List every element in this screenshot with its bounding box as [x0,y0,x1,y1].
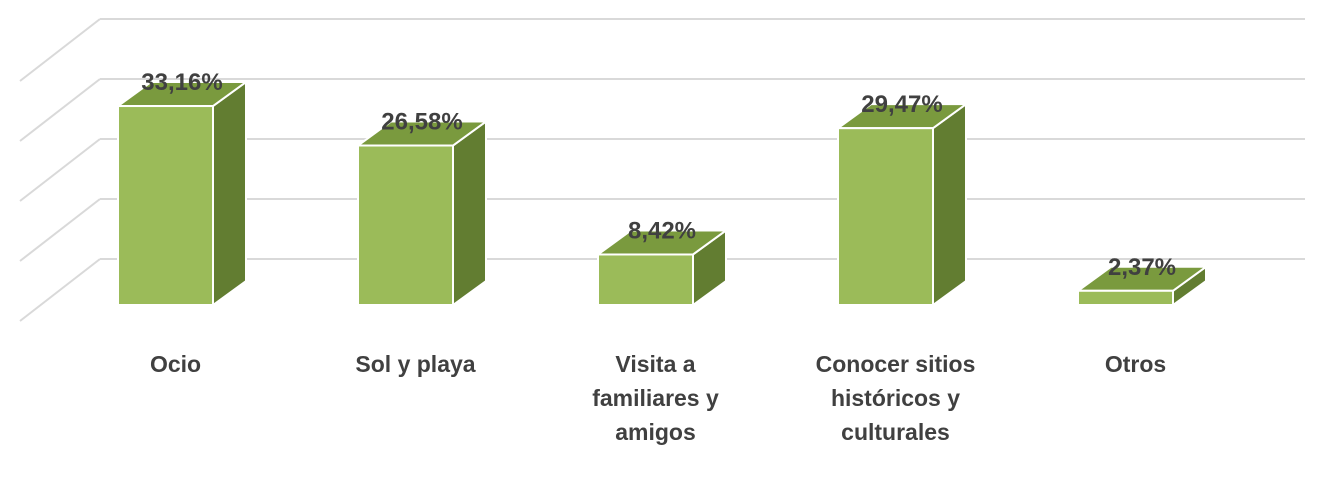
value-label: 26,58% [381,109,462,136]
bar [114,80,250,307]
bars [114,80,1210,307]
bar-front-face [597,253,694,306]
category-label-line: Visita a [615,351,695,377]
bar-front-face [1077,289,1174,306]
category-label-line: Sol y playa [355,351,475,377]
bar [594,228,730,307]
bar [354,119,490,307]
category-label-line: amigos [615,419,696,445]
bar-side-face [452,119,487,307]
category-label-line: familiares y [592,385,719,411]
category-label: Visita a familiares y amigos [592,351,719,445]
category-label-line: Otros [1105,351,1166,377]
bar-front-face [357,144,454,306]
category-label-line: históricos y [831,385,960,411]
gridline-diagonal [19,18,101,82]
bar [834,102,970,307]
category-labels: Ocio Sol y playa Visita a familiares y amigo… [150,351,1166,445]
bar-side-face [932,102,967,307]
bar-front-face [117,105,214,307]
category-label: Otros [1105,351,1166,377]
category-label: Conocer sitios históricos y culturales [816,351,976,445]
value-label: 8,42% [628,217,696,244]
gridline-diagonal [19,138,101,202]
gridline-diagonal [19,198,101,262]
gridline-diagonal [19,78,101,142]
bar-front-face [837,127,934,306]
category-label: Sol y playa [355,351,475,377]
category-label-line: culturales [841,419,950,445]
value-label: 2,37% [1108,254,1176,281]
value-labels: 33,16% 26,58% 8,42% 29,47% 2,37% [141,69,1176,281]
gridline-diagonal [19,258,101,322]
category-label-line: Conocer sitios [816,351,976,377]
value-label: 33,16% [141,69,222,96]
bar-side-face [212,80,247,307]
value-label: 29,47% [861,91,942,118]
gridlines [19,18,1305,322]
category-label-line: Ocio [150,351,201,377]
bar [1074,264,1210,307]
category-label: Ocio [150,351,201,377]
